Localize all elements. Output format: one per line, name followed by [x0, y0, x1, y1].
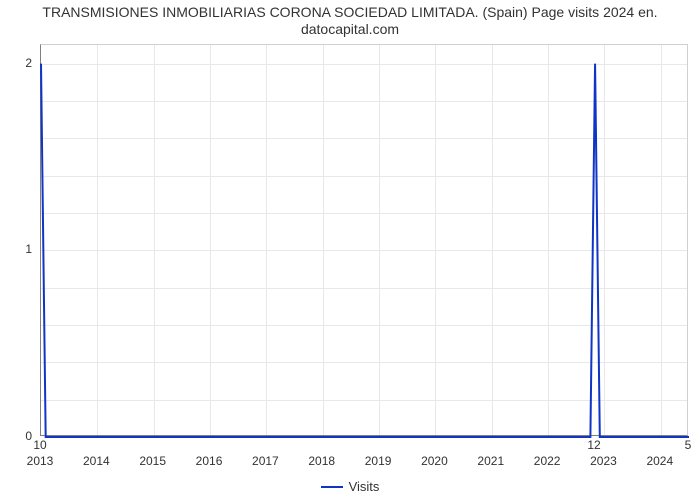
y-tick-label: 2 — [0, 56, 32, 70]
x-tick-label: 2013 — [27, 454, 54, 468]
x-tick-label: 2014 — [83, 454, 110, 468]
x-tick-label: 2018 — [308, 454, 335, 468]
data-label: 10 — [33, 438, 46, 452]
legend-swatch — [321, 486, 343, 488]
data-label: 5 — [685, 438, 692, 452]
chart-container: TRANSMISIONES INMOBILIARIAS CORONA SOCIE… — [0, 0, 700, 500]
x-tick-label: 2019 — [365, 454, 392, 468]
legend-item-visits: Visits — [321, 479, 380, 494]
x-tick-label: 2017 — [252, 454, 279, 468]
y-tick-label: 1 — [0, 242, 32, 256]
y-tick-label: 0 — [0, 429, 32, 443]
x-tick-label: 2023 — [590, 454, 617, 468]
legend: Visits — [0, 476, 700, 495]
x-tick-label: 2022 — [534, 454, 561, 468]
x-tick-label: 2015 — [139, 454, 166, 468]
x-tick-label: 2016 — [196, 454, 223, 468]
legend-label: Visits — [349, 479, 380, 494]
plot-area — [40, 44, 688, 436]
series-line — [41, 45, 689, 437]
x-tick-label: 2021 — [477, 454, 504, 468]
chart-title: TRANSMISIONES INMOBILIARIAS CORONA SOCIE… — [0, 4, 700, 38]
data-label: 12 — [587, 438, 600, 452]
x-tick-label: 2024 — [646, 454, 673, 468]
x-tick-label: 2020 — [421, 454, 448, 468]
